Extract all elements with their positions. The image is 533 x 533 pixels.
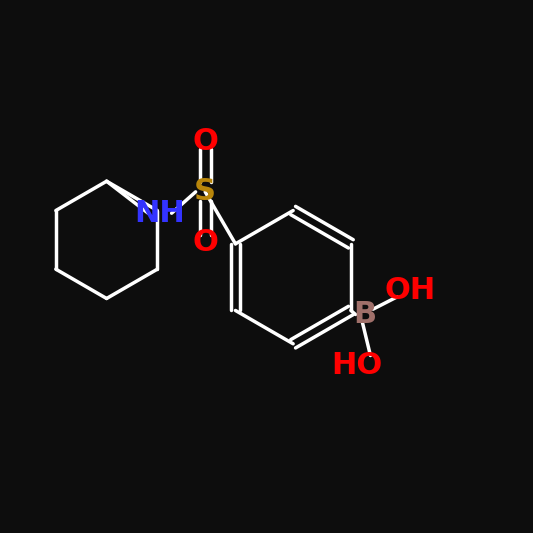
Text: O: O: [192, 228, 218, 257]
Text: OH: OH: [385, 276, 436, 305]
Text: NH: NH: [134, 199, 185, 228]
Text: HO: HO: [332, 351, 383, 379]
Text: S: S: [194, 177, 216, 206]
Text: B: B: [353, 300, 377, 329]
Text: O: O: [192, 127, 218, 156]
